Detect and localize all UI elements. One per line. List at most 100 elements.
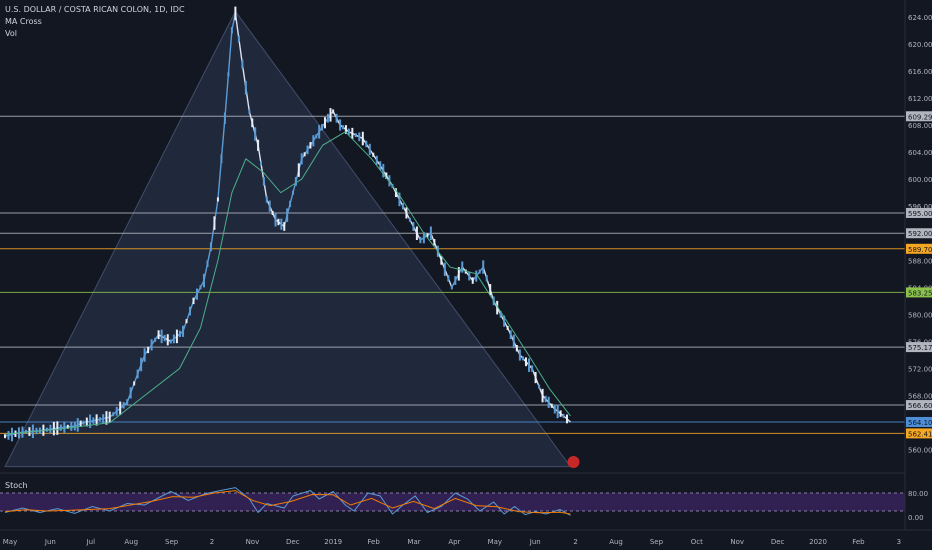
candle: [119, 401, 122, 416]
price-level-badge: [906, 207, 932, 218]
candle: [66, 424, 69, 429]
stoch-plot: [0, 472, 905, 516]
price-segment: [318, 117, 329, 133]
candle: [415, 226, 418, 240]
candle: [49, 424, 52, 434]
candle: [475, 270, 478, 282]
candle: [496, 300, 499, 315]
candle: [129, 387, 132, 399]
event-flag-icon[interactable]: [567, 456, 580, 468]
candle: [482, 260, 485, 274]
x-tick-label: Feb: [367, 538, 380, 546]
price-segment: [248, 111, 259, 146]
x-tick-label: 2: [573, 538, 577, 546]
candle: [447, 275, 450, 282]
candle: [559, 410, 562, 417]
candle: [379, 161, 382, 170]
candle: [115, 406, 118, 416]
candle: [541, 388, 544, 403]
candle: [7, 430, 10, 440]
candle: [289, 200, 292, 208]
candle: [98, 417, 101, 422]
candle: [335, 113, 338, 123]
candle: [45, 427, 48, 432]
stoch-label[interactable]: Stoch: [5, 481, 28, 490]
candle: [259, 161, 262, 166]
price-level-badge: [906, 228, 932, 239]
candle: [550, 403, 553, 408]
chart-header: U.S. DOLLAR / COSTA RICAN COLON, 1D, IDC…: [5, 4, 185, 40]
x-tick-label: Mar: [407, 538, 420, 546]
candle: [405, 207, 408, 219]
ma-cross-label[interactable]: MA Cross: [5, 17, 42, 26]
candle: [312, 135, 315, 147]
candle: [76, 418, 79, 432]
candle: [82, 420, 85, 425]
candle: [372, 152, 375, 157]
candle: [178, 330, 181, 338]
candle: [394, 188, 397, 198]
candle: [509, 330, 512, 340]
candle: [354, 133, 357, 138]
stoch-k-line: [4, 487, 571, 516]
candle: [454, 276, 457, 285]
x-tick-label: Nov: [730, 538, 744, 546]
candle: [499, 311, 502, 318]
x-tick-label: Apr: [448, 538, 460, 546]
price-level-badge: [906, 416, 932, 427]
x-tick-label: Nov: [246, 538, 260, 546]
candle: [63, 421, 66, 433]
candle: [157, 330, 160, 340]
triangle-pattern: [4, 10, 572, 468]
candle: [457, 267, 460, 281]
symbol-title: U.S. DOLLAR / COSTA RICAN COLON, 1D, IDC: [5, 5, 185, 14]
candle: [294, 176, 297, 186]
candle: [262, 176, 265, 186]
candle: [388, 175, 391, 187]
y-tick-label: 604.00: [908, 149, 932, 157]
candle: [56, 421, 59, 435]
candle: [332, 109, 335, 114]
candle: [562, 413, 565, 418]
candle: [213, 216, 216, 230]
candle: [326, 113, 329, 123]
price-segment: [554, 408, 564, 417]
volume-label[interactable]: Vol: [5, 29, 17, 38]
price-segment: [266, 199, 277, 220]
candle: [401, 202, 404, 210]
x-tick-label: Aug: [609, 538, 623, 546]
candle: [300, 153, 303, 165]
candle: [140, 357, 143, 372]
candle: [195, 288, 198, 300]
price-segment: [182, 300, 195, 332]
x-tick-label: 2: [210, 538, 214, 546]
y-tick-label: 600.00: [908, 176, 932, 184]
candle: [347, 128, 350, 135]
candle: [223, 112, 226, 124]
candle: [59, 424, 62, 431]
candle: [150, 339, 153, 351]
candle: [461, 261, 464, 273]
x-tick-label: Jun: [44, 538, 56, 546]
stoch-d-line: [4, 490, 571, 515]
x-tick-label: Jun: [529, 538, 541, 546]
candle: [230, 27, 233, 34]
candle: [160, 329, 163, 344]
ma-line: [4, 131, 571, 435]
x-tick-label: 2019: [324, 538, 342, 546]
candle: [79, 420, 82, 427]
y-tick-label: 596.00: [908, 203, 932, 211]
candle: [227, 72, 230, 77]
candle: [303, 152, 306, 157]
candle: [534, 371, 537, 384]
price-segment: [451, 266, 463, 288]
candle: [443, 262, 446, 277]
candle: [315, 134, 318, 139]
candle: [553, 404, 556, 414]
candle: [244, 81, 247, 95]
x-tick-label: Oct: [691, 538, 703, 546]
candle: [163, 334, 166, 342]
candle: [92, 417, 95, 424]
candle: [471, 277, 474, 284]
